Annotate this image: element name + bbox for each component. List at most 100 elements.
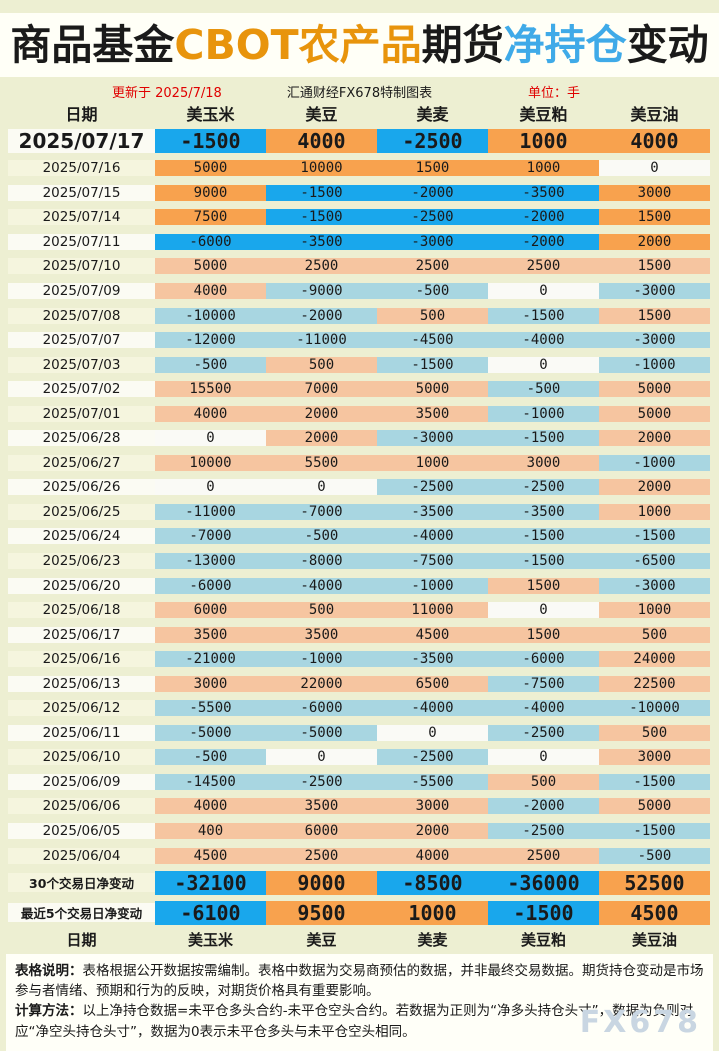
value-cell: 3000	[599, 184, 710, 201]
value-cell: 10000	[266, 160, 377, 177]
date-cell: 2025/06/16	[8, 651, 155, 668]
value-cell: 0	[488, 602, 599, 619]
col-header: 美豆粕	[519, 105, 568, 124]
value-cell: -2000	[488, 798, 599, 815]
page: { "title": { "segments": [ {"text": "商品基…	[0, 13, 719, 1051]
value-cell: -8000	[266, 553, 377, 570]
value-cell: -5000	[266, 724, 377, 741]
table-row: 2025/06/25 -11000 -7000 -3500 -3500 1000	[8, 500, 711, 525]
value-cell: -7000	[266, 503, 377, 520]
date-cell: 2025/06/18	[8, 602, 155, 619]
summary-label: 最近5个交易日净变动	[8, 903, 155, 923]
date-cell: 2025/06/06	[8, 798, 155, 815]
value-cell: 22000	[266, 675, 377, 692]
value-cell: 3500	[266, 626, 377, 643]
date-cell: 2025/06/28	[8, 430, 155, 447]
value-cell: 0	[599, 160, 710, 177]
value-cell: -500	[155, 749, 266, 766]
date-cell: 2025/06/24	[8, 528, 155, 545]
table-row: 2025/07/11 -6000 -3500 -3000 -2000 2000	[8, 230, 711, 255]
value-cell: -1500	[488, 528, 599, 545]
value-cell: -500	[599, 847, 710, 864]
value-cell: 500	[266, 356, 377, 373]
date-cell: 2025/07/11	[8, 233, 155, 250]
value-cell: -3500	[377, 503, 488, 520]
value-cell: 7500	[155, 209, 266, 226]
date-cell: 2025/06/10	[8, 749, 155, 766]
header-row: 日期 美玉米 美豆 美麦 美豆粕 美豆油	[8, 101, 711, 125]
value-cell: 1500	[488, 626, 599, 643]
unit-label: 单位：手	[528, 86, 581, 101]
note-label: 计算方法：	[15, 1003, 83, 1020]
value-cell: -2500	[377, 209, 488, 226]
col-header: 美豆	[305, 105, 338, 124]
value-cell: 5000	[377, 381, 488, 398]
value-cell: -4000	[377, 700, 488, 717]
value-cell: 6000	[266, 823, 377, 840]
value-cell: 2000	[599, 233, 710, 250]
value-cell: -1500	[488, 430, 599, 447]
value-cell: -6000	[488, 651, 599, 668]
date-cell: 2025/07/07	[8, 332, 155, 349]
summary-label: 30个交易日净变动	[8, 873, 155, 893]
value-cell: -1000	[266, 651, 377, 668]
value-cell: 500	[488, 773, 599, 790]
value-cell: -1500	[599, 528, 710, 545]
title-segment: 期货	[421, 20, 504, 69]
value-cell: -2500	[488, 479, 599, 496]
table-row: 2025/06/09 -14500 -2500 -5500 500 -1500	[8, 770, 711, 795]
value-cell: 0	[155, 430, 266, 447]
table-row: 2025/06/06 4000 3500 3000 -2000 5000	[8, 794, 711, 819]
value-cell: -3000	[599, 332, 710, 349]
value-cell: -3000	[599, 283, 710, 299]
value-cell: 0	[488, 749, 599, 766]
value-cell: 5000	[599, 798, 710, 815]
date-cell: 2025/06/13	[8, 675, 155, 692]
value-cell: -1500	[488, 307, 599, 324]
value-cell: -7500	[377, 553, 488, 570]
value-cell: 2500	[266, 847, 377, 864]
value-cell: -6000	[266, 700, 377, 717]
value-cell: -4000	[377, 528, 488, 545]
value-cell: 3000	[155, 675, 266, 692]
title-segment: 变动	[626, 20, 709, 69]
value-cell: 3500	[377, 405, 488, 422]
summary-body: 30个交易日净变动 -32100 9000 -8500 -36000 52500 最近5个交…	[8, 868, 711, 928]
table-row: 2025/06/28 0 2000 -3000 -1500 2000	[8, 426, 711, 451]
value-cell: -2000	[266, 307, 377, 324]
table-row: 2025/07/16 5000 10000 1500 1000 0	[8, 156, 711, 181]
date-cell: 2025/06/26	[8, 479, 155, 496]
table-row: 2025/06/26 0 0 -2500 -2500 2000	[8, 475, 711, 500]
value-cell: -1500	[266, 184, 377, 201]
value-cell: 0	[377, 724, 488, 741]
summary-value-cell: -32100	[155, 870, 266, 895]
date-cell: 2025/07/09	[8, 283, 155, 299]
value-cell: 2000	[599, 430, 710, 447]
value-cell: -10000	[599, 700, 710, 717]
value-cell: 0	[155, 479, 266, 496]
title-segment: CBOT农产品	[174, 20, 422, 69]
summary-value-cell: -36000	[488, 870, 599, 895]
value-cell: 1500	[488, 577, 599, 594]
summary-value-cell: 1000	[377, 900, 488, 925]
value-cell: -14500	[155, 773, 266, 790]
date-cell: 2025/06/20	[8, 577, 155, 594]
value-cell: -6000	[155, 577, 266, 594]
summary-value-cell: -8500	[377, 870, 488, 895]
summary-value-cell: 9000	[266, 870, 377, 895]
value-cell: 4000	[377, 847, 488, 864]
value-cell: 1500	[599, 307, 710, 324]
value-cell: -2000	[488, 209, 599, 226]
meta-line: 更新于 2025/7/18 汇通财经FX678特制图表 单位：手	[0, 79, 719, 101]
note-label: 表格说明：	[15, 962, 83, 979]
value-cell: 2500	[488, 847, 599, 864]
value-cell: -3000	[377, 430, 488, 447]
value-cell: 3000	[377, 798, 488, 815]
date-cell: 2025/06/09	[8, 773, 155, 790]
table-row: 2025/07/02 15500 7000 5000 -500 5000	[8, 377, 711, 402]
date-cell: 2025/07/02	[8, 381, 155, 398]
value-cell: -1500	[266, 209, 377, 226]
value-cell: -3000	[599, 577, 710, 594]
title-segment: 净持仓	[503, 20, 627, 69]
value-cell: 500	[599, 724, 710, 741]
